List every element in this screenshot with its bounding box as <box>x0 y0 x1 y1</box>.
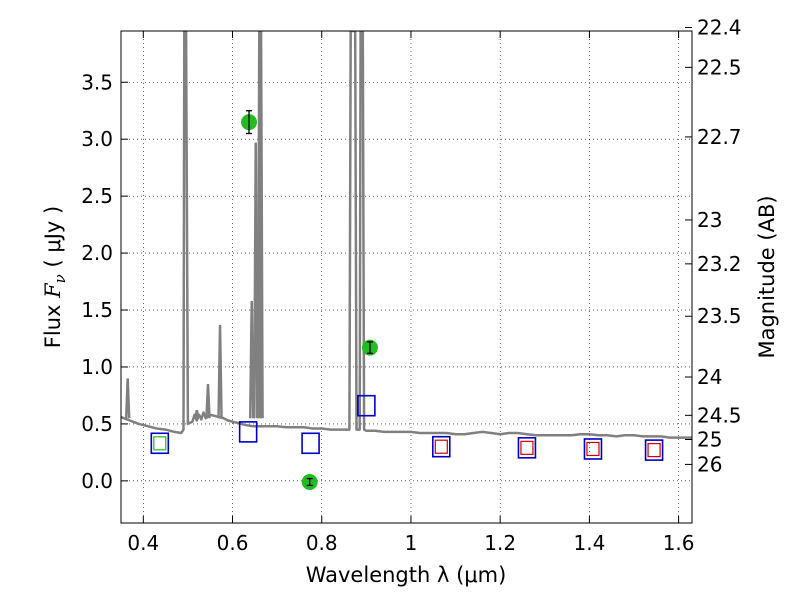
spectrum-series <box>121 31 692 439</box>
model-series <box>150 394 664 461</box>
y-tick-label: 1.5 <box>81 298 113 322</box>
model-point <box>238 421 258 443</box>
y2-tick-label: 23.5 <box>697 304 742 328</box>
grid-lines <box>121 31 692 523</box>
y2-tick-label: 26 <box>697 452 722 476</box>
x-tick-label: 1.6 <box>663 531 695 555</box>
observed-series <box>241 110 378 490</box>
y2-tick-label: 22.7 <box>697 125 742 149</box>
y-tick-label: 2.0 <box>81 241 113 265</box>
emission-line <box>252 142 259 419</box>
model-point <box>301 432 320 455</box>
model-inner-point <box>647 443 661 458</box>
emission-line <box>248 300 255 419</box>
y2-tick-label: 25 <box>697 428 722 452</box>
model-point <box>431 435 451 458</box>
axis-ticks: 0.4 0.6 0.8 1 1.2 1.4 1.6 0.0 0.5 1.0 1.5 2.0 2.5 3.0… <box>81 15 741 555</box>
emission-line <box>124 378 131 419</box>
model-inner-point <box>520 440 534 455</box>
x-tick-label: 1.4 <box>573 531 605 555</box>
y2-tick-label: 24 <box>697 365 722 389</box>
y-axis-label: Flux Fν ( μJy ) <box>41 206 69 348</box>
spectrum-line <box>121 31 692 439</box>
y-tick-label: 0.5 <box>81 412 113 436</box>
y-tick-label: 2.5 <box>81 184 113 208</box>
model-inner-point <box>153 436 167 451</box>
model-point <box>150 432 170 455</box>
y2-axis-label: Magnitude (AB) <box>755 195 779 358</box>
y2-tick-label: 22.4 <box>697 15 742 39</box>
x-tick-label: 0.8 <box>306 531 338 555</box>
plot-marks <box>121 31 692 490</box>
x-axis-label: Wavelength λ (μm) <box>306 563 507 587</box>
model-point <box>644 439 664 461</box>
plot-frame <box>120 30 693 524</box>
y2-tick-label: 23 <box>697 208 722 232</box>
x-tick-label: 1 <box>405 531 418 555</box>
x-tick-label: 1.2 <box>484 531 516 555</box>
emission-line <box>205 384 211 419</box>
y2-tick-label: 22.5 <box>697 55 742 79</box>
model-point <box>517 437 537 459</box>
model-inner-point <box>586 441 600 457</box>
model-point <box>583 438 603 460</box>
plot-area <box>121 31 692 490</box>
model-inner-point <box>434 439 448 454</box>
x-tick-label: 0.4 <box>127 531 159 555</box>
y-tick-label: 3.0 <box>81 127 113 151</box>
y-tick-label: 1.0 <box>81 355 113 379</box>
y2-tick-label: 24.5 <box>697 403 742 427</box>
y-tick-label: 3.5 <box>81 70 113 94</box>
y-tick-label: 0.0 <box>81 469 113 493</box>
x-tick-label: 0.6 <box>217 531 249 555</box>
model-point <box>357 394 376 417</box>
emission-line <box>217 324 223 419</box>
y2-tick-label: 23.2 <box>697 252 742 276</box>
emission-line <box>194 410 200 419</box>
emission-line <box>258 31 264 419</box>
